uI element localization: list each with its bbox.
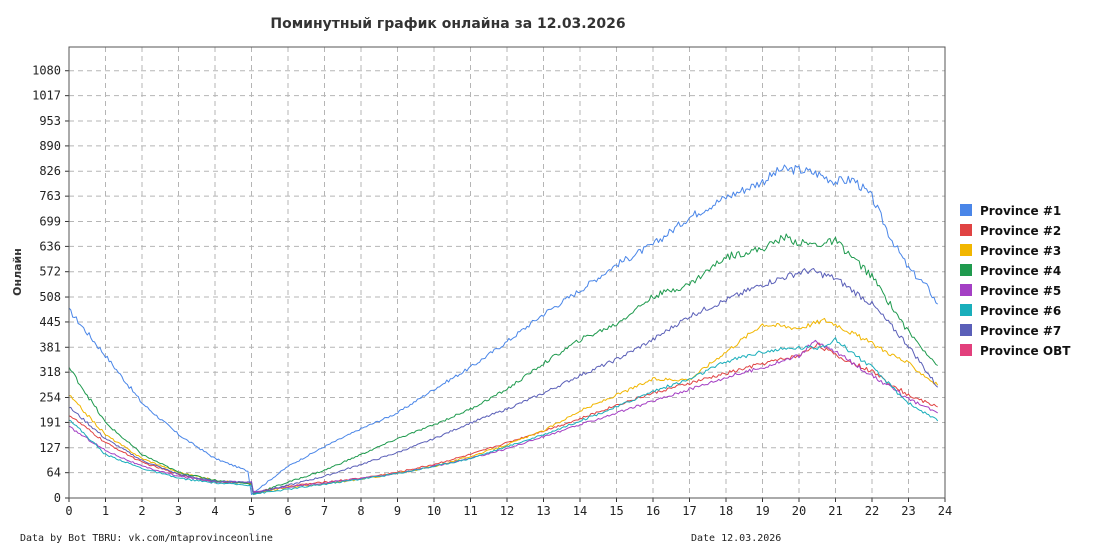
y-tick-label: 318 <box>39 365 61 379</box>
legend-swatch <box>960 324 972 336</box>
legend-swatch <box>960 284 972 296</box>
y-tick-label: 636 <box>39 239 61 253</box>
x-tick-label: 6 <box>284 504 291 518</box>
y-tick-label: 191 <box>39 415 61 429</box>
legend-swatch <box>960 344 972 356</box>
y-tick-label: 1017 <box>32 89 61 103</box>
legend-label: Province #6 <box>980 304 1061 318</box>
y-tick-label: 0 <box>54 491 61 505</box>
legend-label: Province #2 <box>980 224 1061 238</box>
x-axis-ticks: 0 1 2 3 4 5 6 7 8 9 10 11 12 13 14 15 16 17 18 19 20 21 22 23 24 <box>65 498 952 518</box>
legend-swatch <box>960 264 972 276</box>
y-tick-label: 381 <box>39 340 61 354</box>
x-tick-label: 24 <box>938 504 952 518</box>
series-line <box>68 233 938 495</box>
y-tick-label: 890 <box>39 139 61 153</box>
x-tick-label: 9 <box>394 504 401 518</box>
x-tick-label: 2 <box>138 504 145 518</box>
x-tick-label: 0 <box>65 504 72 518</box>
x-tick-label: 4 <box>211 504 218 518</box>
y-tick-label: 572 <box>39 265 61 279</box>
y-tick-label: 64 <box>47 466 61 480</box>
x-tick-label: 19 <box>755 504 769 518</box>
legend-swatch <box>960 224 972 236</box>
y-tick-label: 127 <box>39 441 61 455</box>
y-tick-label: 445 <box>39 315 61 329</box>
legend-label: Province #3 <box>980 244 1061 258</box>
chart-title: Поминутный график онлайна за 12.03.2026 <box>270 16 625 32</box>
legend-swatch <box>960 244 972 256</box>
legend-label: Province #4 <box>980 264 1061 278</box>
legend-label: Province #1 <box>980 204 1061 218</box>
x-tick-label: 16 <box>646 504 660 518</box>
x-tick-label: 18 <box>719 504 733 518</box>
y-tick-label: 254 <box>39 391 61 405</box>
legend-label: Province OBT <box>980 344 1071 358</box>
x-tick-label: 3 <box>175 504 182 518</box>
y-tick-label: 699 <box>39 214 61 228</box>
series-line <box>68 342 938 493</box>
x-tick-label: 22 <box>865 504 879 518</box>
series-line <box>68 317 939 496</box>
y-axis-ticks: 0 64 127 191 254 318 381 445 508 572 636 699 763 826 8… <box>32 64 69 505</box>
series-line <box>68 268 939 494</box>
series-line <box>68 339 938 493</box>
x-tick-label: 15 <box>609 504 623 518</box>
x-tick-label: 21 <box>828 504 842 518</box>
series-lines <box>68 164 939 496</box>
grid-lines <box>69 47 945 498</box>
legend-label: Province #7 <box>980 324 1061 338</box>
x-tick-label: 17 <box>682 504 696 518</box>
footer-date: Date 12.03.2026 <box>691 533 781 544</box>
x-tick-label: 20 <box>792 504 806 518</box>
legend-label: Province #5 <box>980 284 1061 298</box>
legend-swatch <box>960 204 972 216</box>
series-line <box>68 164 938 495</box>
x-tick-label: 5 <box>248 504 255 518</box>
legend: Province #1 Province #2 Province #3 Provinc… <box>960 204 1071 358</box>
x-tick-label: 14 <box>573 504 587 518</box>
x-tick-label: 11 <box>463 504 477 518</box>
y-tick-label: 1080 <box>32 64 61 78</box>
y-tick-label: 826 <box>39 164 61 178</box>
x-tick-label: 8 <box>357 504 364 518</box>
series-line <box>68 337 939 495</box>
legend-swatch <box>960 304 972 316</box>
y-tick-label: 953 <box>39 114 61 128</box>
plot-frame <box>68 46 946 499</box>
x-tick-label: 13 <box>536 504 550 518</box>
x-tick-label: 7 <box>321 504 328 518</box>
x-tick-label: 12 <box>500 504 514 518</box>
y-tick-label: 763 <box>39 189 61 203</box>
x-tick-label: 1 <box>102 504 109 518</box>
footer-source: Data by Bot TBRU: vk.com/mtaprovinceonli… <box>20 533 273 544</box>
x-tick-label: 23 <box>901 504 915 518</box>
y-tick-label: 508 <box>39 290 61 304</box>
y-axis-label: Онлайн <box>11 248 24 296</box>
x-tick-label: 10 <box>427 504 441 518</box>
